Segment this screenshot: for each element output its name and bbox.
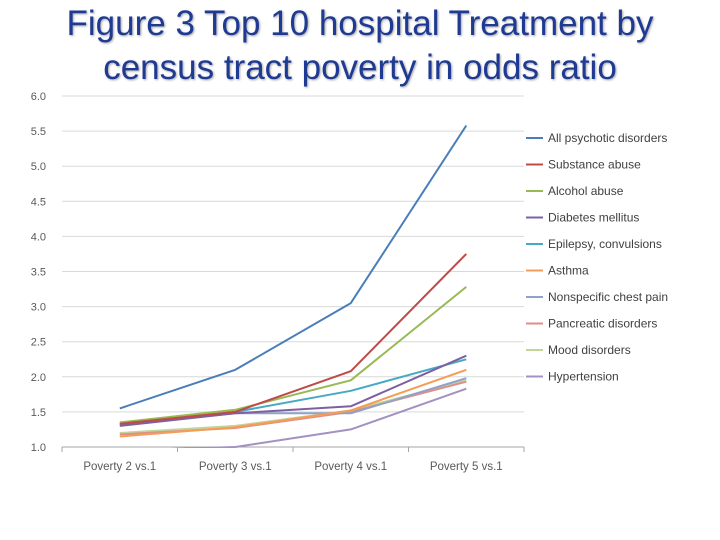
series-line (119, 286, 467, 424)
series-lines (119, 124, 468, 448)
legend-item: Nonspecific chest pain (526, 290, 668, 304)
slide-title: Figure 3 Top 10 hospital Treatment by ce… (20, 2, 700, 90)
series-line (119, 124, 468, 410)
y-tick-label: 5.0 (31, 161, 46, 173)
legend-item: Hypertension (526, 370, 619, 384)
y-tick-label: 5.5 (31, 126, 46, 138)
legend-label: Mood disorders (548, 343, 631, 357)
series-line (119, 253, 468, 425)
legend-label: Hypertension (548, 370, 619, 384)
legend: All psychotic disorders Substance abuse Al… (526, 131, 668, 384)
x-tick-label: Poverty 3 vs.1 (199, 461, 272, 473)
grid-lines (62, 95, 524, 448)
x-tick-label: Poverty 4 vs.1 (314, 461, 387, 473)
series-line (119, 354, 467, 427)
legend-item: Asthma (526, 264, 589, 278)
series-line (169, 387, 467, 448)
axes: 1.0 1.5 2.0 2.5 3.0 3.5 4.0 4.5 5.0 5.5 6.0 Poverty… (31, 91, 525, 473)
legend-label: Diabetes mellitus (548, 211, 639, 225)
y-tick-label: 3.0 (31, 302, 46, 314)
legend-item: Alcohol abuse (526, 184, 624, 198)
y-tick-label: 6.0 (31, 91, 46, 103)
legend-label: Substance abuse (548, 158, 641, 172)
legend-item: Mood disorders (526, 343, 631, 357)
slide-title-line-2: census tract poverty in odds ratio (103, 48, 617, 87)
legend-label: Pancreatic disorders (548, 317, 657, 331)
series-line (119, 368, 467, 438)
legend-item: All psychotic disorders (526, 131, 667, 145)
legend-label: Alcohol abuse (548, 184, 624, 198)
y-tick-label: 2.5 (31, 337, 46, 349)
legend-label: Asthma (548, 264, 589, 278)
x-tick-label: Poverty 2 vs.1 (83, 461, 156, 473)
y-tick-label: 4.5 (31, 196, 46, 208)
legend-label: Nonspecific chest pain (548, 290, 668, 304)
legend-label: Epilepsy, convulsions (548, 237, 662, 251)
legend-item: Epilepsy, convulsions (526, 237, 662, 251)
legend-item: Pancreatic disorders (526, 317, 657, 331)
y-tick-label: 1.5 (31, 407, 46, 419)
x-tick-label: Poverty 5 vs.1 (430, 461, 503, 473)
legend-label: All psychotic disorders (548, 131, 667, 145)
slide-title-line-1: Figure 3 Top 10 hospital Treatment by (66, 4, 654, 43)
legend-item: Substance abuse (526, 158, 641, 172)
legend-item: Diabetes mellitus (526, 211, 639, 225)
y-tick-label: 4.0 (31, 231, 46, 243)
y-tick-label: 1.0 (31, 442, 46, 454)
y-tick-label: 2.0 (31, 372, 46, 384)
y-tick-label: 3.5 (31, 267, 46, 279)
